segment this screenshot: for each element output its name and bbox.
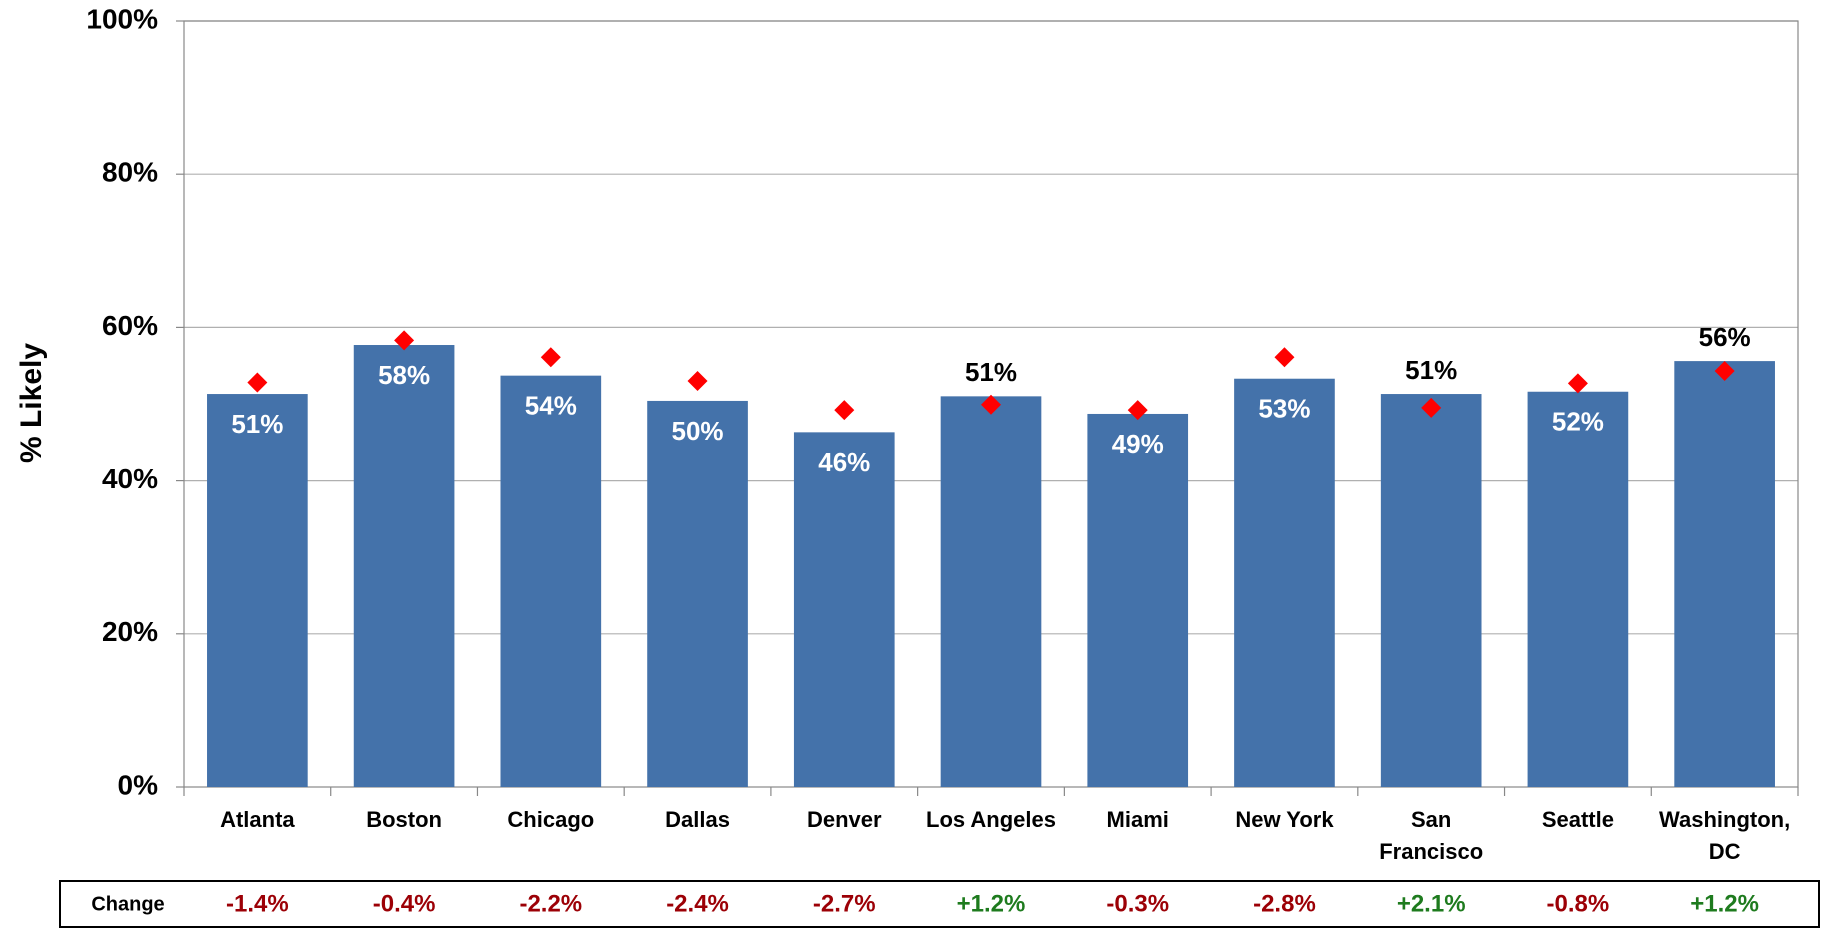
value-label: 46%: [818, 447, 870, 477]
value-label: 49%: [1112, 429, 1164, 459]
value-label: 58%: [378, 360, 430, 390]
x-tick-label: Boston: [366, 807, 442, 832]
previous-marker: [981, 394, 1001, 415]
change-value: +1.2%: [1690, 890, 1759, 917]
y-tick-label: 20%: [102, 616, 158, 647]
y-tick-label: 80%: [102, 157, 158, 188]
x-tick-label: Seattle: [1542, 807, 1614, 832]
x-tick-label: Chicago: [507, 807, 594, 832]
value-label: 51%: [1405, 355, 1457, 385]
change-value: -0.3%: [1106, 890, 1169, 917]
y-tick-label: 0%: [118, 769, 159, 800]
previous-marker: [394, 330, 415, 351]
bar: [1087, 413, 1189, 787]
change-value: -0.8%: [1547, 890, 1610, 917]
y-tick-label: 100%: [86, 3, 158, 34]
value-label: 50%: [672, 416, 724, 446]
previous-marker: [247, 372, 268, 393]
y-axis-label: % Likely: [15, 343, 48, 463]
previous-marker: [1714, 361, 1735, 382]
bar: [1674, 361, 1775, 787]
value-label: 51%: [965, 357, 1017, 387]
change-value: -2.8%: [1253, 890, 1316, 917]
change-value: -1.4%: [226, 890, 289, 917]
change-table: [59, 880, 1820, 928]
x-tick-label: Dallas: [665, 807, 730, 832]
bar: [353, 345, 455, 787]
bar: [500, 375, 602, 787]
bar: [793, 432, 895, 787]
y-tick-label: 40%: [102, 463, 158, 494]
previous-marker: [1421, 397, 1442, 418]
bar: [940, 396, 1042, 787]
value-label: 51%: [231, 409, 283, 439]
bar: [1234, 378, 1335, 787]
change-label: Change: [91, 893, 164, 915]
previous-marker: [540, 347, 561, 368]
previous-marker: [1127, 400, 1148, 421]
bar: [1380, 394, 1482, 787]
bar: [1527, 391, 1629, 787]
x-tick-label: Washington, DC: [1659, 807, 1790, 864]
change-value: -2.2%: [519, 890, 582, 917]
change-value: +2.1%: [1397, 890, 1466, 917]
bar: [647, 400, 748, 787]
change-value: -2.7%: [813, 890, 876, 917]
previous-marker: [687, 371, 708, 392]
change-value: -2.4%: [666, 890, 729, 917]
value-label: 53%: [1258, 394, 1310, 424]
change-value: +1.2%: [957, 890, 1026, 917]
value-label: 56%: [1699, 322, 1751, 352]
x-tick-label: Denver: [807, 807, 882, 832]
x-tick-label: Miami: [1107, 807, 1169, 832]
x-tick-label: San Francisco: [1379, 807, 1483, 864]
value-label: 54%: [525, 391, 577, 421]
previous-marker: [1274, 347, 1295, 368]
bar: [207, 394, 308, 787]
x-tick-label: New York: [1235, 807, 1334, 832]
change-value: -0.4%: [373, 890, 436, 917]
x-tick-label: Atlanta: [220, 807, 295, 832]
value-label: 52%: [1552, 407, 1604, 437]
y-tick-label: 60%: [102, 310, 158, 341]
previous-marker: [834, 400, 855, 421]
previous-marker: [1567, 373, 1588, 394]
x-tick-label: Los Angeles: [926, 807, 1056, 832]
